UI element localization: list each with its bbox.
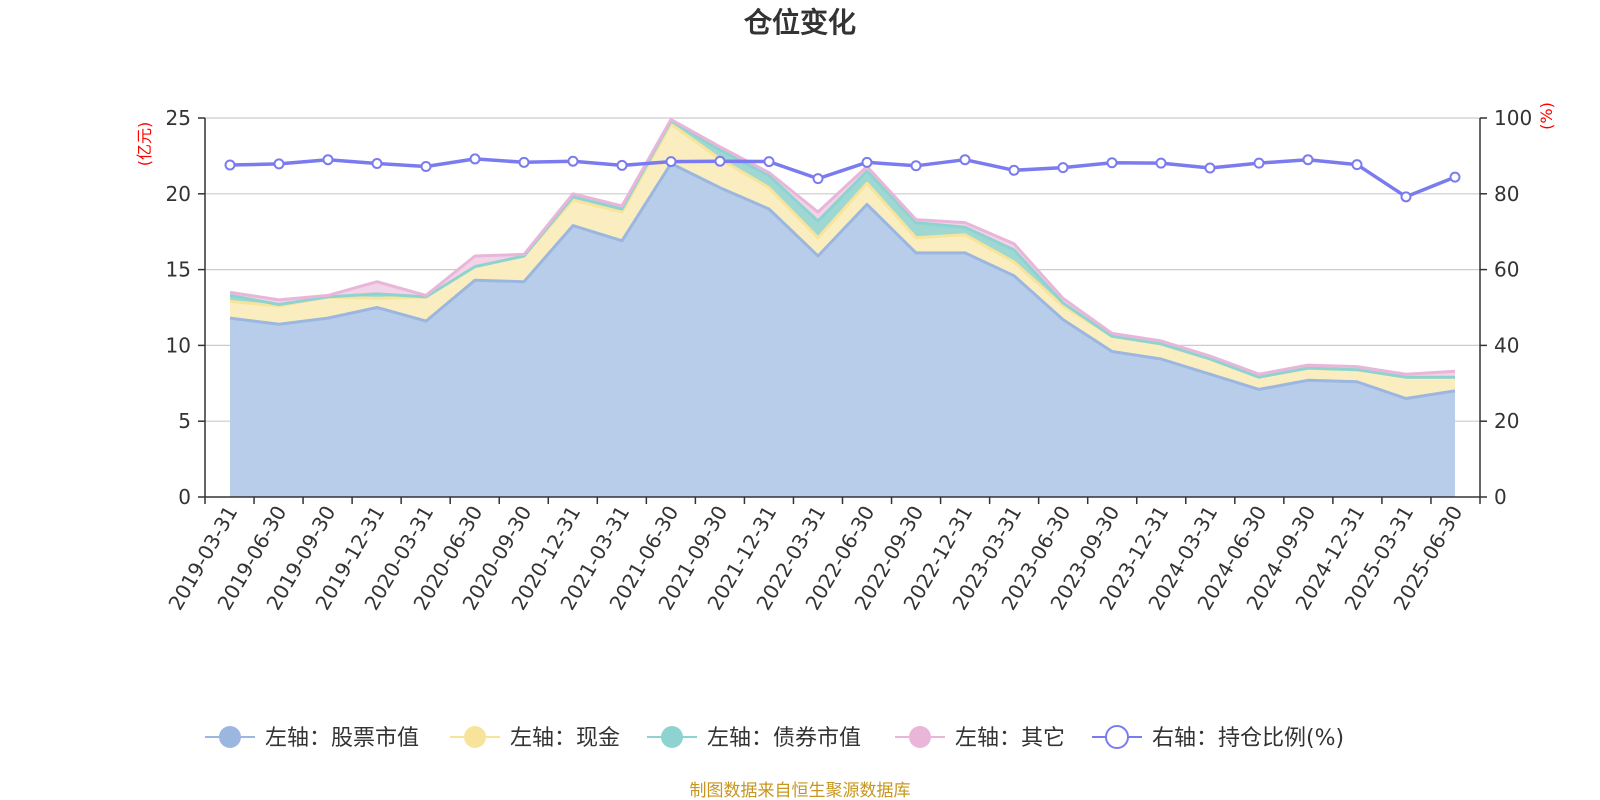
legend-label: 左轴：债券市值 bbox=[707, 726, 861, 751]
ratio-point bbox=[1253, 157, 1265, 169]
legend-item[interactable]: 左轴：债券市值 bbox=[647, 726, 861, 751]
area-左轴：现金 bbox=[230, 124, 1455, 399]
legend-label: 左轴：现金 bbox=[510, 726, 620, 751]
data-source-note: 制图数据来自恒生聚源数据库 bbox=[690, 781, 911, 800]
ratio-point bbox=[1400, 191, 1412, 203]
left-axis-tick-label: 20 bbox=[166, 182, 191, 206]
left-axis-tick-label: 0 bbox=[178, 485, 191, 509]
legend-item[interactable]: 左轴：现金 bbox=[450, 726, 620, 751]
legend-item[interactable]: 左轴：股票市值 bbox=[205, 726, 419, 751]
ratio-point bbox=[224, 159, 236, 171]
ratio-point bbox=[714, 155, 726, 167]
ratio-point bbox=[371, 157, 383, 169]
right-axis-unit: (%) bbox=[1537, 102, 1556, 130]
legend-label: 左轴：股票市值 bbox=[265, 726, 419, 751]
left-axis-tick-label: 15 bbox=[166, 258, 191, 282]
ratio-point bbox=[1351, 159, 1363, 171]
ratio-point bbox=[616, 159, 628, 171]
ratio-point bbox=[273, 158, 285, 170]
ratio-point bbox=[812, 173, 824, 185]
legend-item[interactable]: 右轴：持仓比例(%) bbox=[1092, 725, 1344, 751]
left-axis-tick-label: 25 bbox=[166, 106, 191, 130]
ratio-point bbox=[665, 156, 677, 168]
legend-label: 右轴：持仓比例(%) bbox=[1152, 726, 1344, 751]
right-axis-tick-label: 60 bbox=[1494, 258, 1519, 282]
ratio-point bbox=[959, 154, 971, 166]
legend-marker bbox=[661, 726, 683, 748]
left-axis-tick-label: 10 bbox=[166, 333, 191, 357]
legend-marker bbox=[219, 726, 241, 748]
legend[interactable]: 左轴：股票市值 左轴：现金 左轴：债券市值 左轴：其它 右轴：持仓比例(%) bbox=[205, 725, 1344, 751]
ratio-point bbox=[518, 156, 530, 168]
ratio-point bbox=[1449, 171, 1461, 183]
ratio-line-series bbox=[224, 153, 1461, 203]
right-axis-tick-label: 80 bbox=[1494, 182, 1519, 206]
left-axis-tick-label: 5 bbox=[178, 409, 191, 433]
ratio-point bbox=[322, 154, 334, 166]
ratio-line bbox=[229, 157, 1456, 199]
ratio-point bbox=[1106, 157, 1118, 169]
legend-label: 左轴：其它 bbox=[955, 726, 1065, 751]
right-axis-tick-label: 0 bbox=[1494, 485, 1507, 509]
area-edge-左轴：其它 bbox=[229, 118, 1456, 376]
ratio-point bbox=[420, 161, 432, 173]
ratio-point bbox=[763, 156, 775, 168]
ratio-point bbox=[910, 160, 922, 172]
ratio-point bbox=[861, 156, 873, 168]
ratio-point bbox=[1008, 164, 1020, 176]
right-axis-tick-label: 100 bbox=[1494, 106, 1532, 130]
right-axis-tick-label: 40 bbox=[1494, 333, 1519, 357]
right-axis-tick-label: 20 bbox=[1494, 409, 1519, 433]
ratio-point bbox=[1302, 154, 1314, 166]
ratio-point bbox=[1057, 162, 1069, 174]
area-series bbox=[229, 118, 1456, 497]
area-左轴：股票市值 bbox=[230, 163, 1455, 497]
left-axis-unit: (亿元) bbox=[135, 122, 154, 167]
ratio-point bbox=[1155, 157, 1167, 169]
legend-marker bbox=[1105, 725, 1129, 749]
legend-item[interactable]: 左轴：其它 bbox=[895, 726, 1065, 751]
chart-title: 仓位变化 bbox=[744, 6, 856, 39]
legend-marker bbox=[909, 726, 931, 748]
area-edge-左轴：股票市值 bbox=[229, 162, 1456, 400]
legend-marker bbox=[464, 726, 486, 748]
ratio-point bbox=[1204, 162, 1216, 174]
area-edge-左轴：债券市值 bbox=[229, 119, 1455, 379]
ratio-point bbox=[567, 155, 579, 167]
ratio-point bbox=[469, 153, 481, 165]
